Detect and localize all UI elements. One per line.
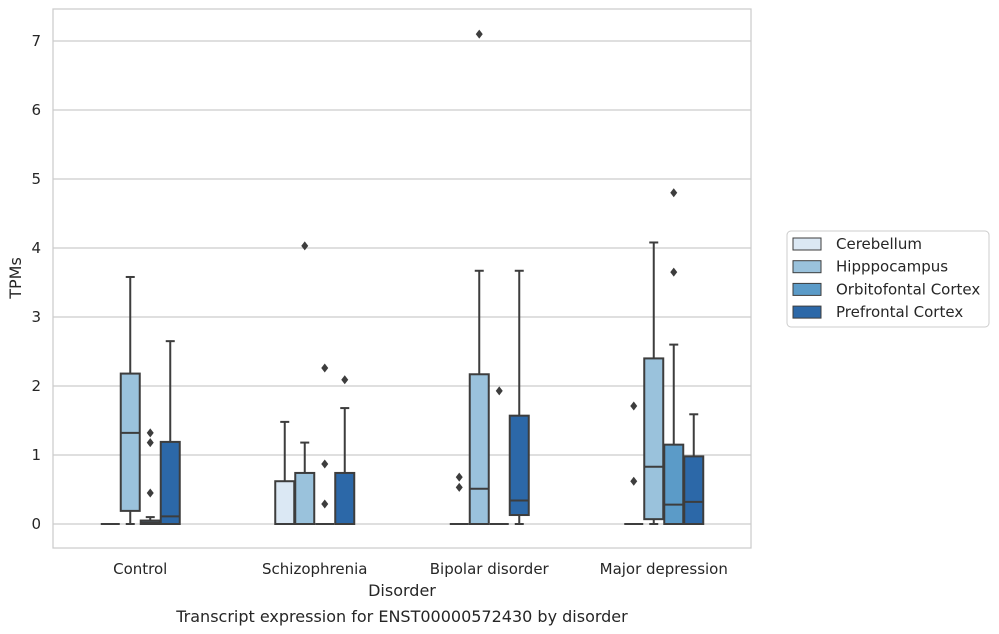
outlier-point <box>455 482 463 492</box>
x-tick-label: Schizophrenia <box>262 560 367 578</box>
box-cerebellum <box>274 420 296 525</box>
y-tick-label: 3 <box>31 308 41 326</box>
box-rect <box>119 372 141 512</box>
box-orbitofontal-cortex <box>139 428 161 525</box>
outlier-point <box>475 29 483 39</box>
plot-frame <box>52 8 752 549</box>
box-prefrontal-cortex <box>159 340 181 526</box>
outlier-point <box>630 401 638 411</box>
legend-swatch <box>792 305 822 319</box>
box-hipppocampus <box>468 29 490 525</box>
x-tick-label: Major depression <box>600 560 728 578</box>
legend-label: Cerebellum <box>836 235 922 253</box>
legend-swatch <box>792 237 822 251</box>
legend: Cerebellum Hipppocampus Orbitofontal Corte… <box>786 230 990 328</box>
legend-swatch <box>792 282 822 296</box>
box-orbitofontal-cortex <box>663 188 685 525</box>
box-rect <box>159 440 181 526</box>
y-tick-labels: 0 1 2 3 4 5 6 7 <box>31 32 41 533</box>
outlier-point <box>321 363 329 373</box>
x-tick-labels: Control Schizophrenia Bipolar disorder Majo… <box>113 560 728 578</box>
x-tick-label: Control <box>113 560 167 578</box>
y-tick-label: 2 <box>31 377 41 395</box>
box-hipppocampus <box>119 275 141 525</box>
legend-swatch <box>792 260 822 274</box>
box-rect <box>468 373 490 525</box>
outlier-point <box>321 459 329 469</box>
legend-label: Prefrontal Cortex <box>836 303 963 321</box>
box-hipppocampus <box>643 241 665 525</box>
box-rect <box>663 443 685 525</box>
box-rect <box>683 455 705 526</box>
box-rect <box>334 471 356 526</box>
box-cerebellum <box>449 472 469 525</box>
outlier-point <box>670 188 678 198</box>
outlier-point <box>455 472 463 482</box>
y-tick-label: 7 <box>31 32 41 50</box>
outlier-point <box>670 267 678 277</box>
outlier-point <box>146 438 154 448</box>
box-groups <box>100 29 705 526</box>
outlier-point <box>146 428 154 438</box>
box-prefrontal-cortex <box>508 269 530 525</box>
outlier-point <box>341 375 349 385</box>
box-orbitofontal-cortex <box>315 363 335 525</box>
box-orbitofontal-cortex <box>489 386 509 525</box>
box-prefrontal-cortex <box>334 375 356 526</box>
box-cerebellum <box>624 401 644 525</box>
box-rect <box>274 480 296 525</box>
box-rect <box>294 471 316 526</box>
y-tick-label: 0 <box>31 515 41 533</box>
chart-title: Transcript expression for ENST0000057243… <box>175 607 628 626</box>
x-tick-label: Bipolar disorder <box>430 560 550 578</box>
outlier-point <box>301 241 309 251</box>
y-tick-label: 6 <box>31 101 41 119</box>
x-axis-label: Disorder <box>368 581 436 600</box>
box-rect <box>643 357 665 521</box>
legend-frame <box>786 230 990 328</box>
outlier-point <box>146 488 154 498</box>
box-hipppocampus <box>294 241 316 526</box>
y-tick-label: 4 <box>31 239 41 257</box>
outlier-point <box>630 476 638 486</box>
box-rect <box>508 414 530 517</box>
y-tick-label: 5 <box>31 170 41 188</box>
legend-label: Orbitofontal Cortex <box>836 280 980 298</box>
box-prefrontal-cortex <box>683 413 705 526</box>
legend-label: Hipppocampus <box>836 258 948 276</box>
outlier-point <box>495 386 503 396</box>
outlier-point <box>321 499 329 509</box>
y-axis-label: TPMs <box>6 257 25 300</box>
y-tick-label: 1 <box>31 446 41 464</box>
